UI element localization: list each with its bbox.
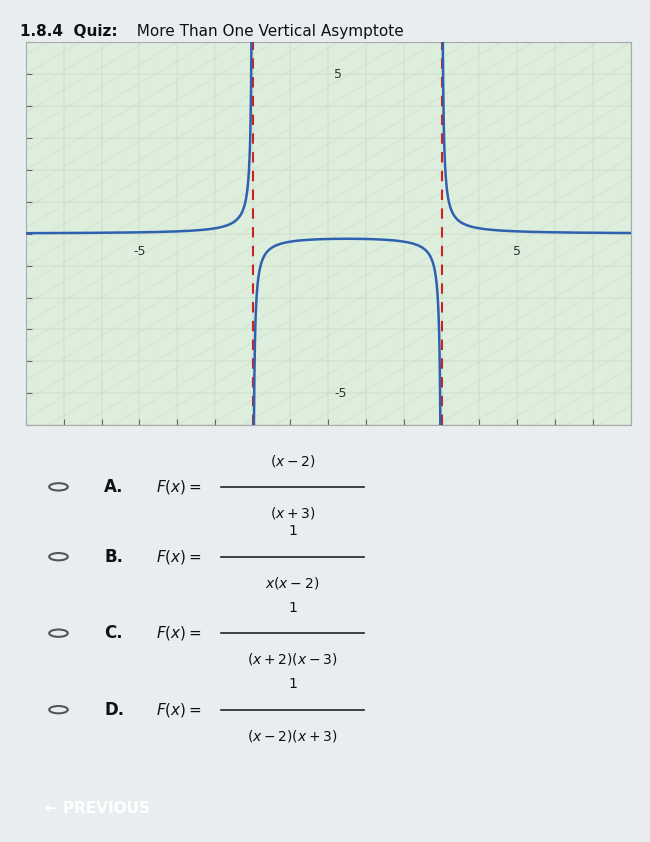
Text: 1.8.4  Quiz:: 1.8.4 Quiz: (20, 24, 117, 39)
Text: $F(x)=$: $F(x)=$ (156, 701, 202, 719)
Text: $(x - 2)$: $(x - 2)$ (270, 452, 315, 468)
Text: -5: -5 (133, 245, 146, 258)
Text: $(x + 3)$: $(x + 3)$ (270, 505, 315, 521)
Text: $1$: $1$ (288, 677, 297, 691)
Text: $x(x - 2)$: $x(x - 2)$ (265, 575, 320, 591)
Text: $F(x)=$: $F(x)=$ (156, 478, 202, 496)
Text: $1$: $1$ (288, 525, 297, 538)
Text: B.: B. (104, 547, 123, 566)
Text: C.: C. (104, 624, 123, 642)
Text: -5: -5 (334, 386, 346, 400)
Text: $F(x)=$: $F(x)=$ (156, 624, 202, 642)
Text: $(x + 2)(x - 3)$: $(x + 2)(x - 3)$ (247, 652, 338, 668)
Text: 5: 5 (513, 245, 521, 258)
Text: $(x - 2)(x + 3)$: $(x - 2)(x + 3)$ (247, 728, 338, 744)
Text: $1$: $1$ (288, 601, 297, 615)
Text: More Than One Vertical Asymptote: More Than One Vertical Asymptote (127, 24, 404, 39)
Text: A.: A. (104, 478, 124, 496)
Text: D.: D. (104, 701, 124, 719)
Text: ← PREVIOUS: ← PREVIOUS (45, 801, 150, 816)
Text: $F(x)=$: $F(x)=$ (156, 547, 202, 566)
Text: 5: 5 (334, 67, 342, 81)
